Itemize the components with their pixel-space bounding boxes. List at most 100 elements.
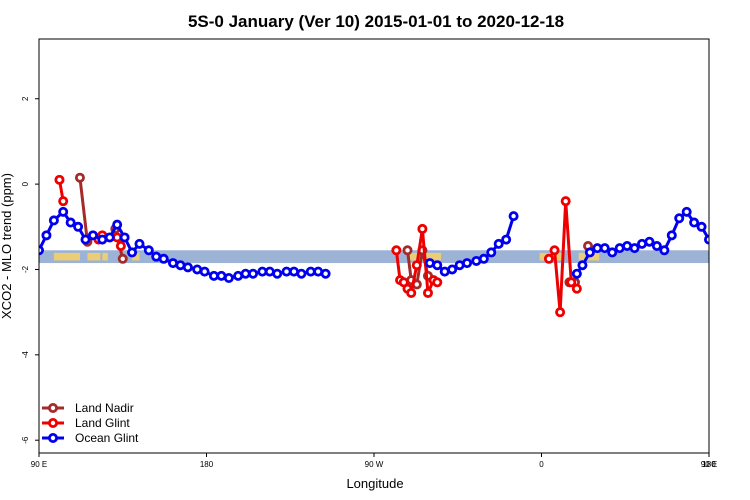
data-point bbox=[462, 258, 473, 269]
data-point bbox=[560, 196, 571, 207]
data-point bbox=[730, 234, 737, 241]
legend-item: Land Glint bbox=[42, 416, 130, 430]
data-point bbox=[549, 245, 560, 256]
data-point bbox=[478, 253, 489, 264]
legend-swatch-marker bbox=[48, 432, 59, 443]
plot-layer bbox=[39, 172, 750, 318]
plot-area bbox=[39, 172, 750, 318]
data-point bbox=[406, 287, 417, 298]
data-point bbox=[65, 217, 76, 228]
y-tick-label: -4 bbox=[21, 351, 30, 359]
data-point bbox=[54, 174, 65, 185]
land-patch bbox=[729, 253, 750, 261]
data-point bbox=[119, 232, 130, 243]
data-point bbox=[432, 260, 443, 271]
y-tick-label: -6 bbox=[21, 436, 30, 444]
land-patch bbox=[102, 252, 108, 261]
data-point bbox=[744, 174, 750, 181]
data-point bbox=[659, 245, 670, 256]
data-point bbox=[689, 217, 700, 228]
land-patch bbox=[724, 253, 728, 261]
data-point bbox=[724, 176, 731, 183]
data-point bbox=[577, 260, 588, 271]
data-point bbox=[143, 245, 154, 256]
data-point bbox=[58, 206, 69, 217]
data-point bbox=[422, 287, 433, 298]
legend-label: Land Glint bbox=[75, 416, 130, 430]
legend-swatch-marker bbox=[48, 417, 59, 428]
y-axis-title: XCO2 - MLO trend (ppm) bbox=[0, 173, 14, 319]
data-point bbox=[402, 245, 413, 256]
data-point bbox=[48, 215, 59, 226]
data-point bbox=[58, 196, 69, 207]
data-point bbox=[80, 234, 91, 245]
land-patch bbox=[53, 252, 80, 261]
data-point bbox=[432, 277, 443, 288]
data-point bbox=[744, 234, 750, 241]
y-tick-label: 0 bbox=[21, 181, 30, 186]
series-land-nadir bbox=[74, 172, 750, 290]
data-point bbox=[555, 307, 566, 318]
data-point bbox=[651, 240, 662, 251]
data-point bbox=[320, 268, 331, 279]
data-point bbox=[571, 268, 582, 279]
y-tick-label: -2 bbox=[21, 265, 30, 273]
data-point bbox=[41, 230, 52, 241]
data-point bbox=[501, 234, 512, 245]
data-point bbox=[493, 238, 504, 249]
data-point bbox=[112, 219, 123, 230]
y-tick-label: 2 bbox=[21, 96, 30, 101]
data-point bbox=[272, 268, 283, 279]
data-point bbox=[696, 221, 707, 232]
legend-swatch-marker bbox=[48, 402, 59, 413]
x-tick-label: 90 E bbox=[701, 460, 717, 469]
legend-item: Ocean Glint bbox=[42, 431, 139, 445]
data-point bbox=[607, 247, 618, 258]
series-line bbox=[728, 180, 732, 201]
data-point bbox=[73, 221, 84, 232]
data-point bbox=[508, 211, 519, 222]
data-point bbox=[391, 245, 402, 256]
data-point bbox=[158, 253, 169, 264]
x-tick-label: 90 E bbox=[31, 460, 47, 469]
data-point bbox=[117, 253, 128, 264]
data-point bbox=[666, 230, 677, 241]
data-point bbox=[704, 234, 709, 245]
series-line bbox=[78, 177, 89, 242]
data-point bbox=[248, 268, 259, 279]
data-point bbox=[447, 264, 458, 275]
data-point bbox=[296, 268, 307, 279]
x-tick-label: 180 bbox=[702, 460, 716, 469]
data-point bbox=[629, 243, 640, 254]
data-point bbox=[104, 232, 115, 243]
data-point bbox=[199, 266, 210, 277]
data-point bbox=[223, 273, 234, 284]
data-point bbox=[87, 230, 98, 241]
data-point bbox=[134, 238, 145, 249]
chart-title: 5S-0 January (Ver 10) 2015-01-01 to 2020… bbox=[188, 12, 564, 31]
data-point bbox=[182, 262, 193, 273]
data-point bbox=[74, 172, 85, 183]
data-point bbox=[417, 223, 428, 234]
data-point bbox=[543, 253, 554, 264]
data-point bbox=[115, 240, 126, 251]
data-point bbox=[737, 221, 744, 228]
x-axis-title: Longitude bbox=[346, 476, 403, 491]
x-tick-label: 90 W bbox=[365, 460, 384, 469]
data-point bbox=[644, 236, 655, 247]
legend-label: Land Nadir bbox=[75, 401, 134, 415]
data-point bbox=[681, 206, 692, 217]
data-point bbox=[584, 247, 595, 258]
data-point bbox=[722, 236, 729, 243]
data-point bbox=[728, 198, 735, 205]
x-tick-label: 180 bbox=[200, 460, 214, 469]
data-point bbox=[486, 247, 497, 258]
x-tick-label: 0 bbox=[539, 460, 544, 469]
data-point bbox=[571, 283, 582, 294]
legend-item: Land Nadir bbox=[42, 401, 134, 415]
data-point bbox=[713, 232, 720, 239]
data-point bbox=[411, 260, 422, 271]
